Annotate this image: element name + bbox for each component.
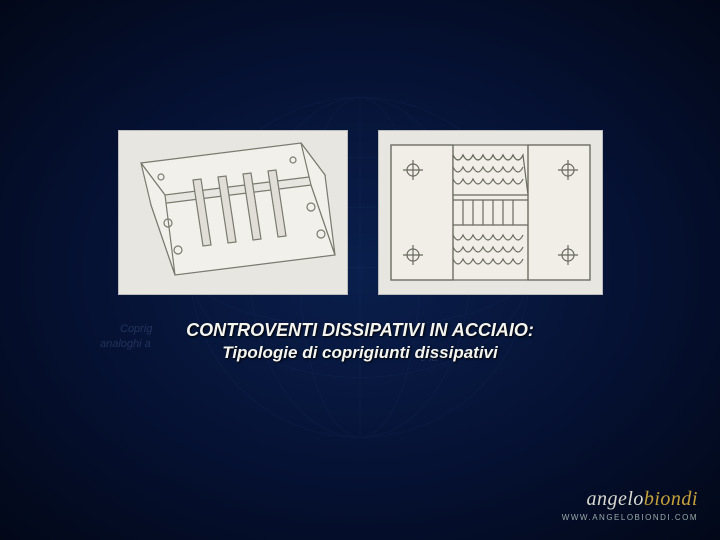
logo-name: angelobiondi — [586, 488, 698, 511]
figure-left-isometric — [118, 130, 348, 295]
logo-url: WWW.ANGELOBIONDI.COM — [562, 513, 698, 522]
logo-block: angelobiondi WWW.ANGELOBIONDI.COM — [562, 488, 698, 522]
caption-title: CONTROVENTI DISSIPATIVI IN ACCIAIO: — [0, 320, 720, 341]
figure-right-plan — [378, 130, 603, 295]
logo-name-part1: angelo — [586, 488, 643, 510]
caption-block: CONTROVENTI DISSIPATIVI IN ACCIAIO: Tipo… — [0, 320, 720, 363]
logo-name-part2: biondi — [644, 488, 698, 510]
figures-row — [0, 130, 720, 295]
caption-subtitle: Tipologie di coprigiunti dissipativi — [0, 343, 720, 363]
